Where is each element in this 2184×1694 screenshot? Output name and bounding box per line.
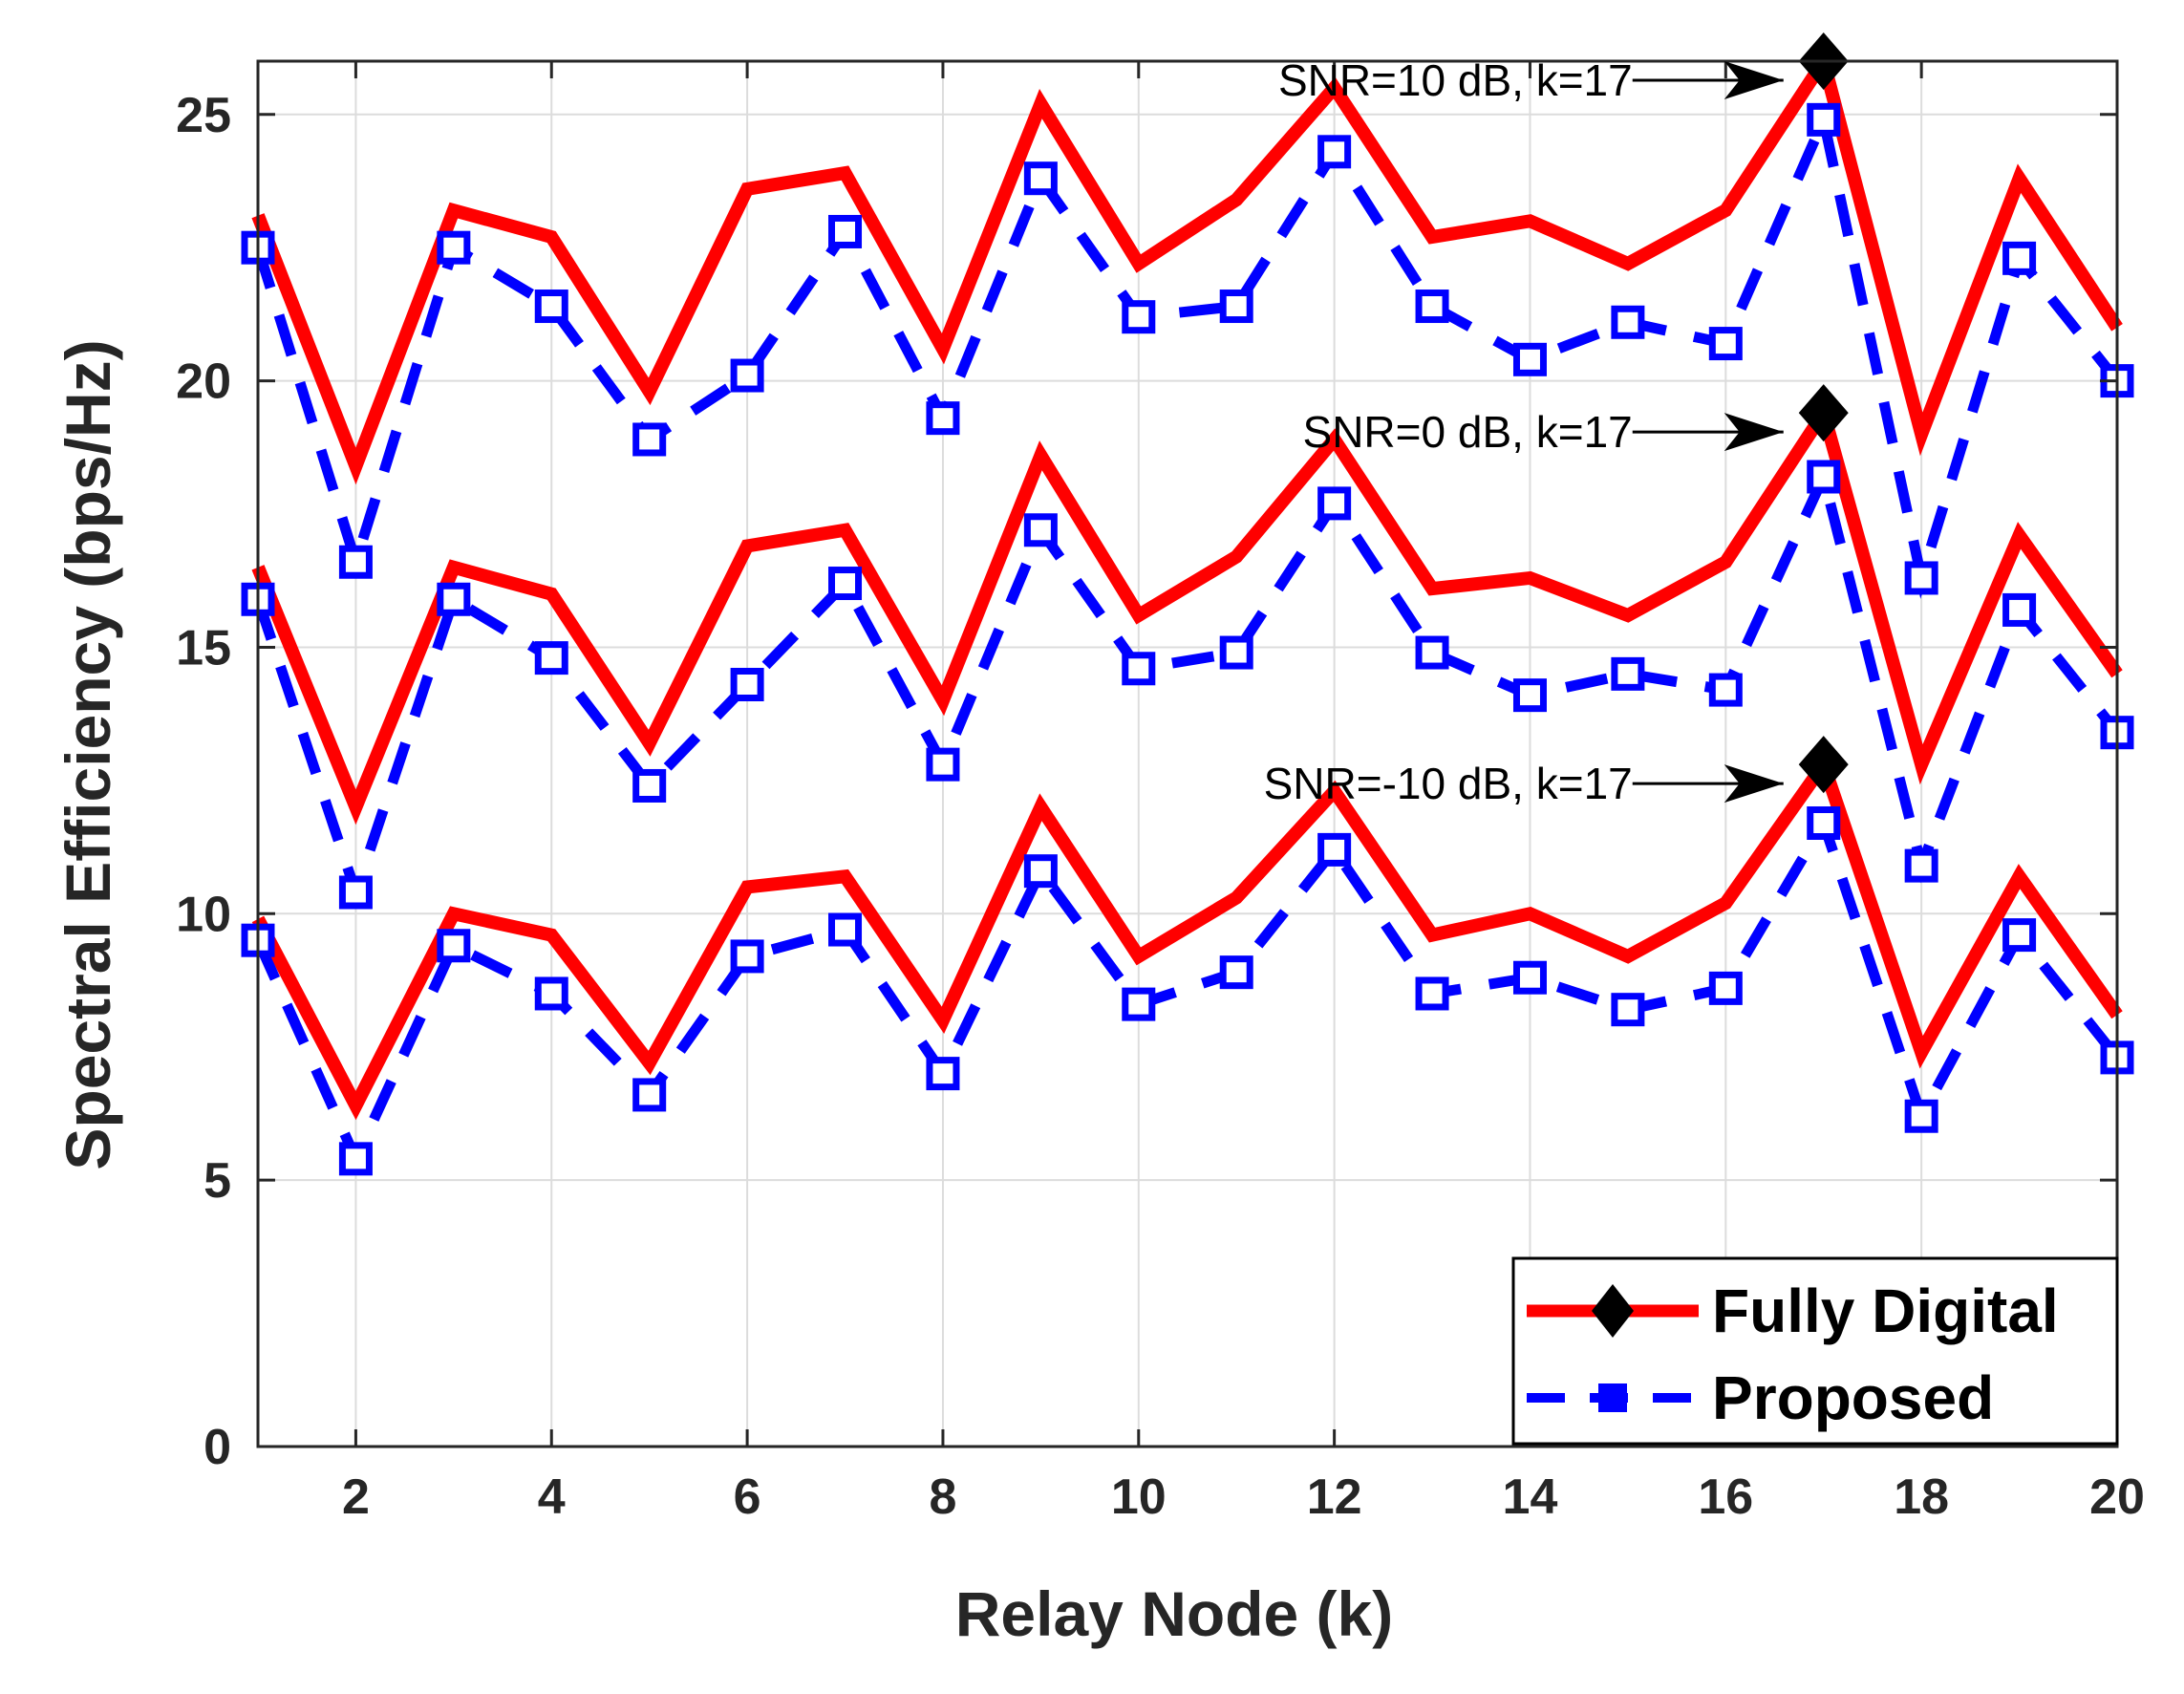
legend: Fully Digital Proposed (1511, 1256, 2119, 1446)
proposed-square-marker (730, 939, 764, 974)
x-tick-label: 14 (1503, 1469, 1558, 1525)
proposed-square-marker (2002, 592, 2037, 627)
proposed-square-marker (632, 1078, 667, 1112)
proposed-square-marker (1219, 955, 1253, 990)
proposed-square-marker (1611, 656, 1645, 691)
x-tick-label: 16 (1698, 1469, 1753, 1525)
proposed-square-marker (437, 582, 471, 616)
proposed-square-marker (1415, 635, 1449, 670)
proposed-square-marker (1708, 327, 1743, 361)
legend-proposed-label: Proposed (1712, 1363, 1994, 1432)
proposed-square-marker (534, 641, 568, 675)
x-tick-label: 12 (1307, 1469, 1362, 1525)
plot-area-frame (256, 59, 2119, 1448)
axis-ticks: 2 4 6 8 10 12 14 16 18 20 0 5 10 15 20 25 (176, 61, 2145, 1525)
proposed-square-marker (1415, 289, 1449, 324)
proposed-square-marker (730, 668, 764, 701)
series-line-proposed-5 (252, 810, 2122, 1172)
proposed-square-marker (632, 422, 667, 457)
proposed-square-marker (1512, 342, 1547, 376)
proposed-square-marker (1708, 971, 1743, 1005)
proposed-square-marker (632, 768, 667, 803)
x-tick-label: 4 (538, 1469, 566, 1525)
proposed-square-marker (1219, 635, 1253, 670)
proposed-square-marker (1023, 161, 1058, 196)
proposed-square-marker (1122, 987, 1156, 1021)
y-tick-label: 5 (203, 1153, 231, 1209)
y-axis-label: Spectral Efficiency (bps/Hz) (53, 339, 123, 1169)
proposed-square-marker (1415, 976, 1449, 1011)
proposed-square-marker (338, 875, 373, 910)
x-axis-label: Relay Node (k) (955, 1578, 1393, 1649)
proposed-square-marker (1219, 289, 1253, 324)
proposed-square-marker (338, 1142, 373, 1176)
proposed-square-marker (1512, 960, 1547, 995)
y-tick-label: 25 (176, 88, 231, 143)
annotation-arrowhead (1724, 764, 1784, 804)
series-line-fully-digital-4 (251, 749, 2123, 1121)
proposed-square-marker (1317, 135, 1352, 169)
annotation-label: SNR=0 dB, k=17 (1303, 407, 1633, 457)
proposed-square-marker (1317, 832, 1352, 867)
y-tick-label: 10 (176, 887, 231, 942)
legend-fully-digital-label: Fully Digital (1712, 1276, 2059, 1345)
proposed-square-marker (437, 230, 471, 265)
x-tick-label: 6 (734, 1469, 761, 1525)
fully-digital-diamond-marker (1798, 736, 1849, 794)
series-line-fully-digital-0 (251, 45, 2123, 485)
series-line-proposed-1 (252, 102, 2122, 599)
proposed-square-marker (1611, 305, 1645, 339)
series-markers (241, 32, 2134, 1176)
proposed-square-marker (828, 214, 863, 248)
annotation-label: SNR=-10 dB, k=17 (1264, 759, 1633, 808)
x-tick-label: 20 (2089, 1469, 2145, 1525)
proposed-square-marker (926, 401, 960, 436)
proposed-square-marker (1023, 513, 1058, 547)
annotation-arrowhead (1724, 61, 1784, 99)
x-tick-label: 10 (1111, 1469, 1167, 1525)
proposed-square-marker (2002, 241, 2037, 275)
legend-fully-digital-marker (1592, 1284, 1634, 1338)
proposed-square-marker (926, 747, 960, 782)
proposed-square-marker (1122, 652, 1156, 686)
proposed-square-marker (534, 289, 568, 324)
proposed-square-marker (1807, 102, 1841, 137)
series-line-proposed-3 (252, 461, 2122, 910)
proposed-square-marker (1708, 673, 1743, 707)
series-line-fully-digital-2 (251, 397, 2123, 826)
x-tick-label: 2 (342, 1469, 370, 1525)
proposed-square-marker (338, 545, 373, 579)
fully-digital-diamond-marker (1798, 384, 1849, 442)
x-tick-label: 8 (929, 1469, 956, 1525)
proposed-square-marker (1904, 561, 1938, 595)
proposed-square-marker (1317, 486, 1352, 521)
proposed-square-marker (828, 912, 863, 947)
annotations: SNR=10 dB, k=17 SNR=0 dB, k=17 SNR=-10 dB,… (1264, 55, 1784, 808)
proposed-square-marker (1122, 300, 1156, 334)
proposed-square-marker (1904, 848, 1938, 883)
proposed-square-marker (1023, 854, 1058, 889)
y-tick-label: 15 (176, 620, 231, 675)
proposed-square-marker (828, 567, 863, 601)
series-lines (251, 45, 2123, 1172)
proposed-square-marker (926, 1057, 960, 1091)
annotation-arrowhead (1724, 413, 1784, 452)
proposed-square-marker (437, 929, 471, 963)
proposed-square-marker (1611, 993, 1645, 1027)
proposed-square-marker (534, 976, 568, 1011)
proposed-square-marker (730, 358, 764, 393)
y-tick-label: 0 (203, 1420, 231, 1475)
proposed-square-marker (1512, 678, 1547, 713)
y-tick-label: 20 (176, 354, 231, 410)
x-tick-label: 18 (1894, 1469, 1949, 1525)
proposed-square-marker (1807, 806, 1841, 840)
proposed-square-marker (1807, 460, 1841, 494)
legend-proposed-marker (1598, 1383, 1627, 1412)
annotation-label: SNR=10 dB, k=17 (1278, 55, 1633, 105)
proposed-square-marker (1904, 1099, 1938, 1133)
proposed-square-marker (2002, 918, 2037, 953)
